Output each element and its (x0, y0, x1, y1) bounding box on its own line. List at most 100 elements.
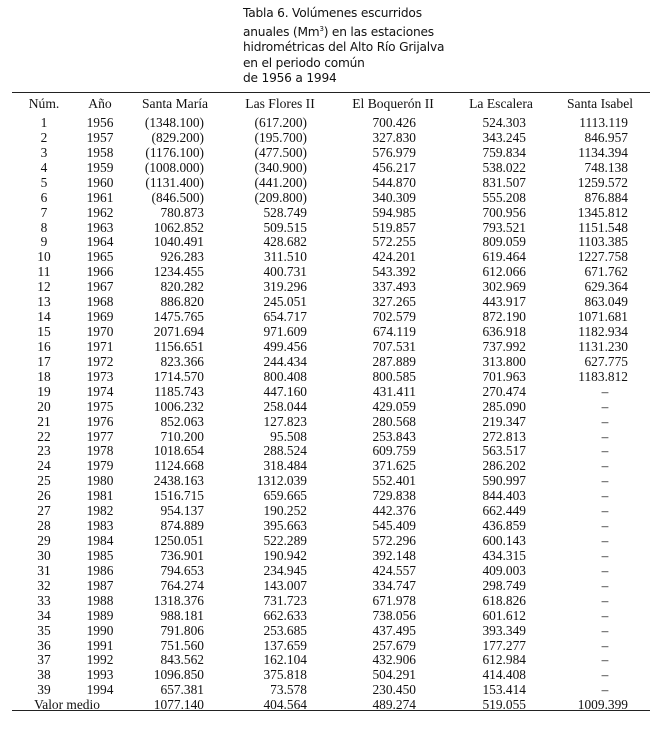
column-header: La Escalera (469, 96, 533, 111)
table-cell: 456.217 (372, 159, 416, 175)
table-cell: 424.201 (372, 249, 416, 265)
row-year: 1961 (86, 189, 114, 205)
table-cell: 428.682 (263, 234, 307, 250)
row-number: 5 (40, 174, 48, 190)
row-number: 23 (37, 443, 51, 459)
row-year: 1956 (86, 115, 114, 130)
table-cell: (1131.400) (145, 174, 204, 190)
caption-superscript: 3 (319, 24, 324, 33)
row-number: 18 (37, 368, 51, 384)
table-cell: 95.508 (270, 428, 307, 444)
table-cell: – (601, 547, 609, 563)
table-cell: 2071.694 (153, 324, 204, 340)
table-cell: 1714.570 (153, 368, 204, 384)
row-year: 1980 (86, 473, 114, 489)
column-header: Santa Isabel (566, 96, 634, 111)
row-year: 1966 (86, 264, 114, 280)
table-cell: 662.449 (482, 503, 526, 519)
table-cell: (617.200) (254, 115, 307, 130)
row-number: 8 (40, 219, 48, 235)
table-cell: 424.557 (372, 562, 416, 578)
table-cell: 820.282 (160, 279, 204, 295)
table-cell: 659.665 (263, 488, 307, 504)
table-cell: 618.826 (482, 592, 526, 608)
row-year: 1971 (86, 338, 114, 354)
table-cell: 954.137 (160, 503, 204, 519)
row-number: 15 (37, 324, 51, 340)
table-cell: 831.507 (482, 174, 526, 190)
table-cell: 594.985 (372, 204, 416, 220)
table-cell: 700.426 (372, 115, 416, 130)
table-cell: 654.717 (263, 309, 307, 325)
table-cell: – (601, 398, 609, 414)
table-cell: 876.884 (584, 189, 628, 205)
table-cell: 609.759 (372, 443, 416, 459)
table-cell: (195.700) (254, 129, 307, 145)
column-header: Las Flores II (245, 96, 315, 111)
table-cell: 509.515 (263, 219, 307, 235)
row-year: 1957 (86, 129, 114, 145)
table-cell: 270.474 (482, 383, 526, 399)
table-cell: – (601, 533, 609, 549)
table-cell: 572.255 (372, 234, 416, 250)
row-number: 11 (37, 264, 51, 280)
table-cell: 555.208 (482, 189, 526, 205)
table-cell: 245.051 (263, 294, 307, 310)
row-year: 1968 (86, 294, 114, 310)
table-cell: 793.521 (482, 219, 526, 235)
table-cell: 1151.548 (578, 219, 628, 235)
table-cell: 702.579 (372, 309, 416, 325)
table-cell: (441.200) (254, 174, 307, 190)
table-cell: 1018.654 (153, 443, 204, 459)
row-number: 14 (37, 309, 51, 325)
table-cell: 971.609 (263, 324, 307, 340)
table-cell: 393.349 (482, 622, 526, 638)
table-cell: 137.659 (263, 637, 307, 653)
row-number: 27 (37, 503, 51, 519)
table-cell: 612.066 (482, 264, 526, 280)
row-number: 29 (37, 533, 51, 549)
row-year: 1973 (86, 368, 114, 384)
table-cell: 371.625 (372, 458, 416, 474)
table-cell: 1071.681 (577, 309, 628, 325)
column-header: Año (88, 96, 112, 111)
table-cell: 671.978 (372, 592, 416, 608)
table-cell: 230.450 (372, 682, 416, 698)
table-cell: 627.775 (584, 353, 628, 369)
row-number: 28 (37, 518, 51, 534)
row-number: 35 (37, 622, 51, 638)
table-cell: 244.434 (263, 353, 307, 369)
table-cell: 1345.812 (577, 204, 628, 220)
row-number: 3 (40, 144, 48, 160)
row-number: 13 (37, 294, 51, 310)
caption-line: Tabla 6. Volúmenes escurridos (243, 6, 422, 20)
table-cell: 313.800 (482, 353, 526, 369)
table-cell: – (601, 592, 609, 608)
table-cell: 298.749 (482, 577, 526, 593)
row-year: 1986 (86, 562, 114, 578)
row-number: 7 (40, 204, 48, 220)
table-cell: 846.957 (584, 129, 628, 145)
row-year: 1976 (86, 413, 114, 429)
row-year: 1959 (86, 159, 114, 175)
table-cell: 619.464 (482, 249, 526, 265)
table-cell: 392.148 (372, 547, 416, 563)
table-cell: 543.392 (372, 264, 416, 280)
table-cell: – (601, 637, 609, 653)
table-cell: 302.969 (482, 279, 526, 295)
row-year: 1987 (86, 577, 114, 593)
table-cell: – (601, 518, 609, 534)
table-cell: 863.049 (584, 294, 628, 310)
table-cell: 327.265 (372, 294, 416, 310)
row-number: 12 (37, 279, 51, 295)
table-cell: 219.347 (482, 413, 526, 429)
table-cell: (209.800) (254, 189, 307, 205)
table-cell: (1348.100) (144, 115, 204, 130)
table-cell: 400.731 (263, 264, 307, 280)
table-cell: 1185.743 (154, 383, 204, 399)
row-year: 1994 (86, 682, 114, 698)
table-cell: – (601, 503, 609, 519)
table-cell: 843.562 (160, 652, 204, 668)
table-cell: – (601, 622, 609, 638)
table-cell: 177.277 (482, 637, 526, 653)
